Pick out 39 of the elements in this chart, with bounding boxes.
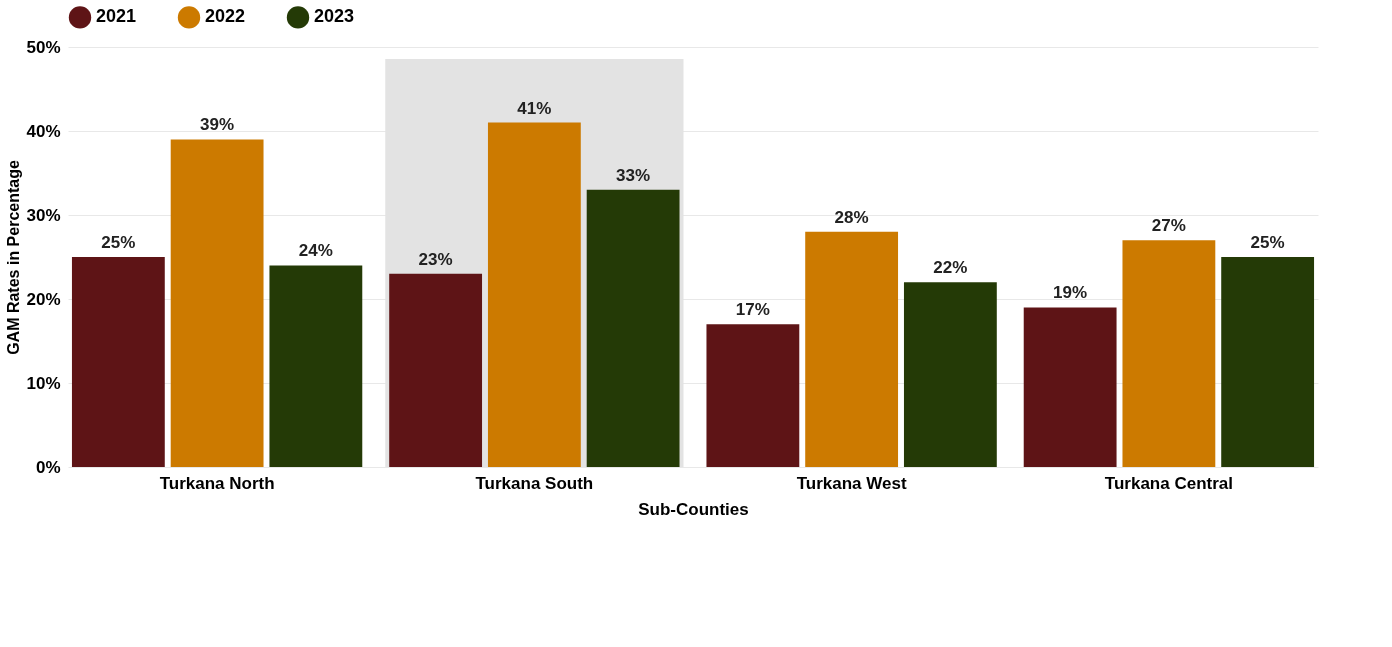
bar bbox=[71, 257, 165, 467]
legend-label: 2022 bbox=[205, 6, 246, 27]
data-label: 19% bbox=[1053, 283, 1088, 303]
bar bbox=[487, 122, 581, 467]
data-label: 33% bbox=[616, 165, 651, 185]
data-label: 41% bbox=[517, 98, 552, 118]
data-label: 27% bbox=[1151, 216, 1186, 236]
y-axis-title: GAM Rates in Percentage bbox=[5, 160, 23, 355]
x-tick-label: Turkana West bbox=[796, 473, 907, 493]
data-label: 28% bbox=[834, 207, 869, 227]
data-label: 23% bbox=[418, 249, 453, 269]
x-tick-label: Turkana North bbox=[159, 473, 275, 493]
bar bbox=[1221, 257, 1315, 467]
bar bbox=[1122, 240, 1216, 467]
bar bbox=[389, 273, 483, 467]
bar bbox=[1023, 307, 1117, 467]
y-tick-label: 0% bbox=[35, 457, 61, 477]
bar bbox=[269, 265, 363, 467]
y-tick-label: 40% bbox=[26, 121, 61, 141]
data-label: 17% bbox=[735, 300, 770, 320]
bar bbox=[903, 282, 997, 467]
y-tick-label: 30% bbox=[26, 205, 61, 225]
y-tick-label: 50% bbox=[26, 37, 61, 57]
data-label: 39% bbox=[200, 115, 235, 135]
y-tick-label: 10% bbox=[26, 373, 61, 393]
y-tick-label: 20% bbox=[26, 289, 61, 309]
data-label: 24% bbox=[298, 241, 333, 261]
bar bbox=[805, 231, 899, 467]
x-tick-label: Turkana South bbox=[475, 473, 594, 493]
data-label: 25% bbox=[1250, 233, 1285, 252]
bar bbox=[706, 324, 800, 467]
x-tick-label: Turkana Central bbox=[1104, 473, 1233, 493]
bar bbox=[586, 189, 680, 467]
data-label: 22% bbox=[933, 258, 968, 278]
data-label: 25% bbox=[101, 233, 136, 252]
bar bbox=[170, 139, 264, 467]
legend-label: 2023 bbox=[314, 6, 355, 27]
x-axis-title: Sub-Counties bbox=[638, 499, 749, 519]
legend-label: 2021 bbox=[96, 6, 137, 27]
